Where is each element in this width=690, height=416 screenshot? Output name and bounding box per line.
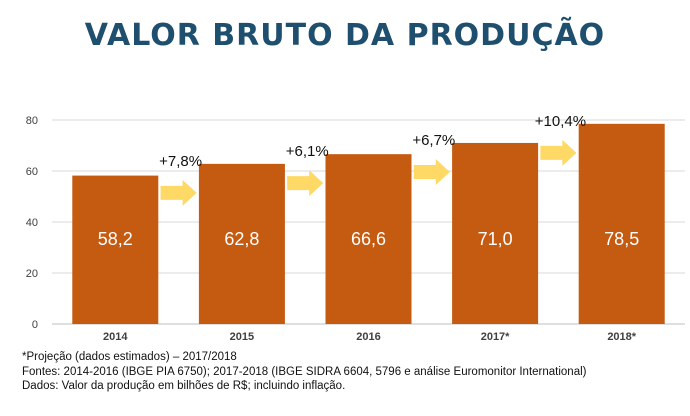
y-tick-label: 80	[26, 115, 38, 127]
x-axis-labels: 2014 2015 2016 2017* 2018*	[103, 331, 637, 343]
growth-label: +6,7%	[412, 132, 455, 149]
bar	[198, 163, 285, 324]
footnotes: *Projeção (dados estimados) – 2017/2018 …	[22, 350, 586, 394]
bar	[72, 175, 159, 324]
footnote-projection: *Projeção (dados estimados) – 2017/2018	[22, 351, 237, 363]
bar-value-label: 71,0	[478, 229, 513, 249]
growth-arrow	[160, 179, 197, 206]
growth-arrow	[540, 139, 577, 166]
y-tick-label: 20	[26, 268, 38, 280]
bar-value-label: 58,2	[98, 229, 133, 249]
growth-label: +7,8%	[159, 153, 202, 170]
x-tick-label: 2016	[356, 331, 380, 343]
x-tick-label: 2017*	[481, 331, 510, 343]
chart-title: VALOR BRUTO DA PRODUÇÃO	[84, 18, 606, 53]
y-tick-label: 0	[32, 319, 38, 331]
growth-label: +10,4%	[535, 113, 586, 130]
footnote-sources: Fontes: 2014-2016 (IBGE PIA 6750); 2017-…	[22, 365, 587, 378]
y-tick-label: 40	[26, 217, 38, 229]
x-tick-label: 2018*	[607, 331, 636, 343]
bar	[452, 142, 539, 324]
growth-label: +6,1%	[286, 143, 329, 160]
bar	[578, 123, 665, 324]
x-tick-label: 2015	[230, 331, 254, 343]
footnote-data: Dados: Valor da produção em bilhões de R…	[22, 380, 346, 392]
bars: 58,2 62,8 66,6 71,0 78,5	[72, 123, 665, 324]
bar	[325, 154, 412, 324]
x-tick-label: 2014	[103, 331, 128, 343]
growth-arrows: +7,8% +6,1% +6,7% +10,4%	[159, 113, 586, 206]
y-tick-label: 60	[26, 166, 38, 178]
bar-value-label: 62,8	[224, 229, 259, 249]
bar-value-label: 66,6	[351, 229, 386, 249]
bar-value-label: 78,5	[604, 229, 639, 249]
y-axis-ticks: 0 20 40 60 80	[26, 115, 38, 331]
growth-arrow	[287, 170, 324, 197]
growth-arrow	[413, 158, 450, 185]
